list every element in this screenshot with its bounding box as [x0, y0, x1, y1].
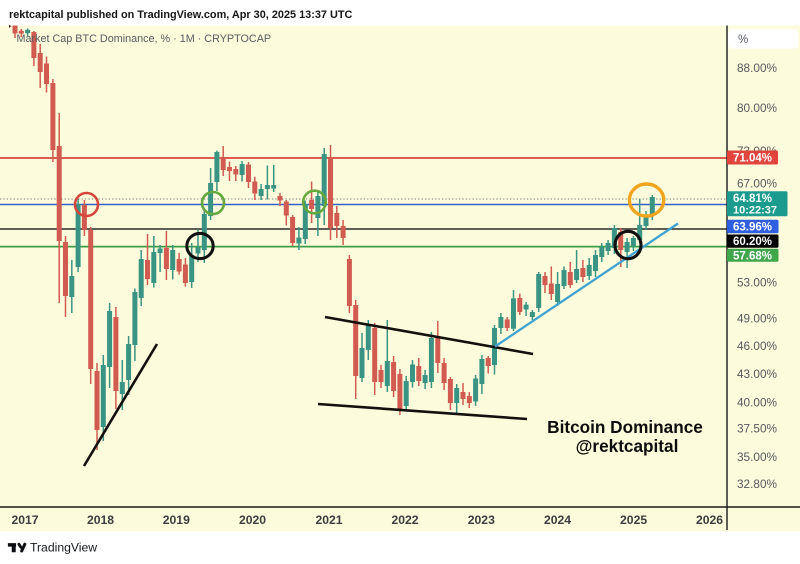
- svg-text:Market Cap BTC Dominance, % ·: Market Cap BTC Dominance, % · 1M · CRYPT…: [17, 33, 272, 45]
- svg-text:67.00%: 67.00%: [737, 177, 778, 191]
- svg-text:71.04%: 71.04%: [733, 153, 772, 165]
- svg-text:%: %: [738, 34, 748, 46]
- svg-text:53.00%: 53.00%: [737, 276, 778, 290]
- svg-text:2020: 2020: [239, 513, 266, 527]
- svg-text:2024: 2024: [544, 513, 571, 527]
- svg-text:43.00%: 43.00%: [737, 367, 778, 381]
- svg-text:Bitcoin Dominance: Bitcoin Dominance: [547, 417, 703, 437]
- svg-text:2018: 2018: [87, 513, 114, 527]
- svg-text:46.00%: 46.00%: [737, 339, 778, 353]
- svg-text:64.81%: 64.81%: [733, 193, 772, 205]
- svg-text:2017: 2017: [11, 513, 38, 527]
- svg-text:40.00%: 40.00%: [737, 396, 778, 410]
- svg-text:@rektcapital: @rektcapital: [576, 436, 679, 456]
- svg-text:37.50%: 37.50%: [737, 422, 778, 436]
- svg-text:2021: 2021: [315, 513, 342, 527]
- svg-text:2026: 2026: [696, 513, 723, 527]
- svg-text:10:22:37: 10:22:37: [733, 205, 777, 217]
- svg-text:80.00%: 80.00%: [737, 101, 778, 115]
- svg-text:TradingView: TradingView: [30, 541, 97, 555]
- svg-text:49.00%: 49.00%: [737, 311, 778, 325]
- svg-text:2023: 2023: [468, 513, 495, 527]
- svg-text:63.96%: 63.96%: [733, 222, 772, 234]
- svg-text:2022: 2022: [391, 513, 418, 527]
- svg-text:2025: 2025: [620, 513, 647, 527]
- svg-text:35.00%: 35.00%: [737, 450, 778, 464]
- svg-text:57.68%: 57.68%: [733, 251, 772, 263]
- svg-text:32.80%: 32.80%: [737, 477, 778, 491]
- svg-text:60.20%: 60.20%: [733, 236, 772, 248]
- svg-text:rektcapital published on Tradi: rektcapital published on TradingView.com…: [9, 9, 352, 21]
- svg-text:2019: 2019: [163, 513, 190, 527]
- svg-text:88.00%: 88.00%: [737, 61, 778, 75]
